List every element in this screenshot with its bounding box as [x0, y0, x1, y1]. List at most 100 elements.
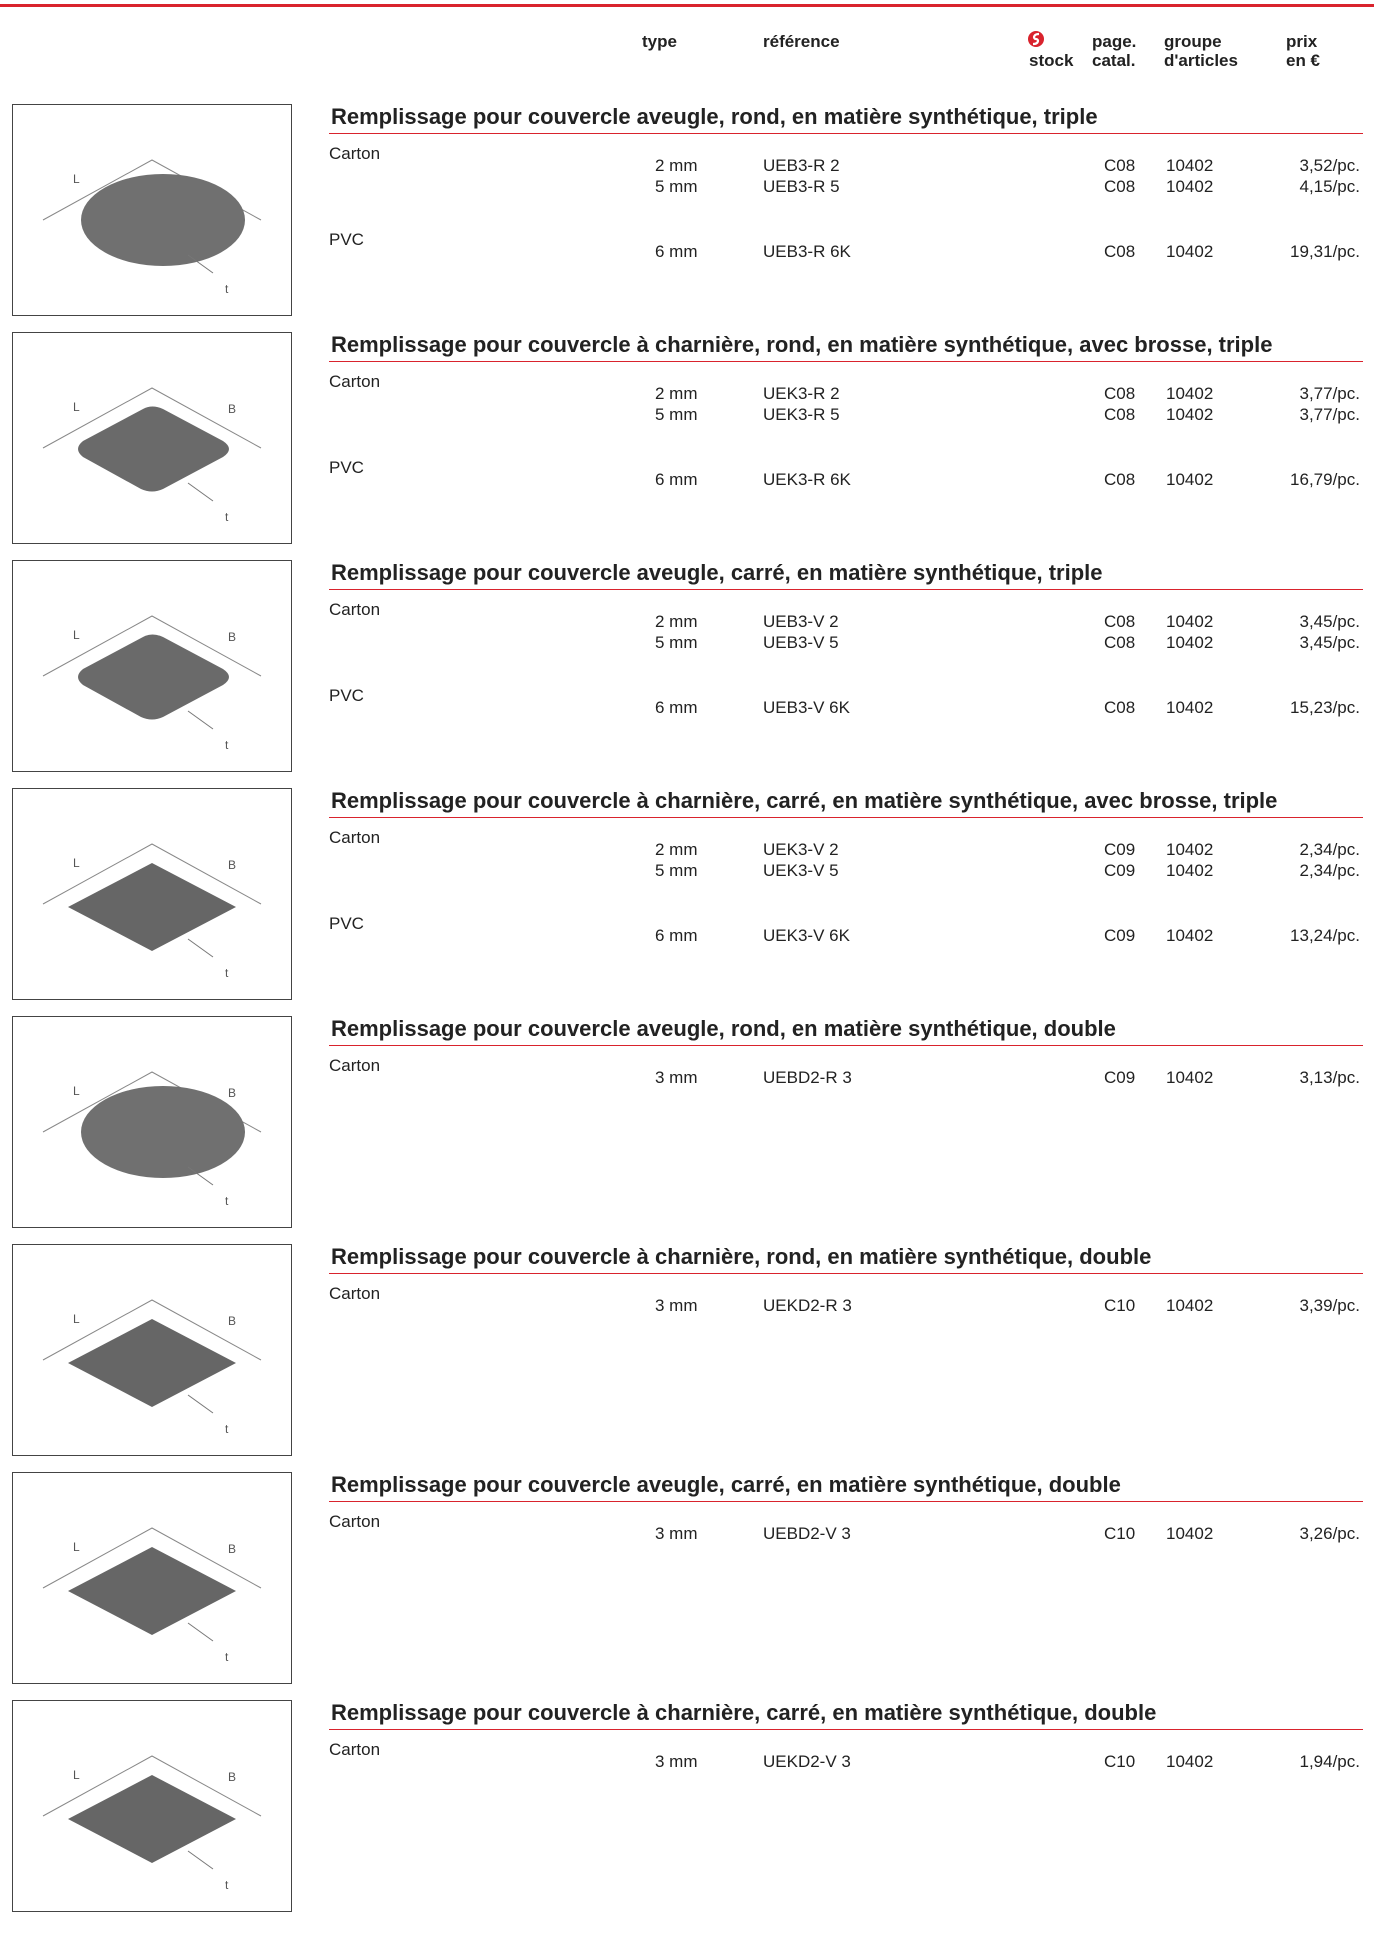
leader	[187, 254, 214, 274]
title-rule	[329, 1273, 1363, 1274]
figure: L Bt	[42, 1527, 262, 1664]
material: Carton	[329, 1740, 381, 1759]
page: C08	[1104, 242, 1136, 261]
leader	[187, 482, 214, 502]
leader	[187, 938, 214, 958]
title-rule	[329, 1045, 1363, 1046]
shape	[81, 1086, 245, 1178]
col-group-2: d'articles	[1164, 51, 1238, 70]
reference: UEB3-V 5	[763, 633, 839, 652]
group: 10402	[1166, 384, 1214, 403]
price: 3,45/pc.	[1299, 633, 1361, 652]
material: Carton	[329, 372, 381, 391]
reference: UEB3-V 2	[763, 612, 839, 631]
figure-label: B	[228, 1542, 236, 1556]
page: C08	[1104, 470, 1136, 489]
page: C09	[1104, 926, 1136, 945]
reference: UEB3-R 5	[763, 177, 840, 196]
section-title: Remplissage pour couvercle à charnière, …	[331, 332, 1273, 357]
type: 6 mm	[655, 926, 698, 945]
figure-label: t	[225, 1650, 229, 1664]
page: C08	[1104, 177, 1136, 196]
page: C09	[1104, 840, 1136, 859]
shape	[81, 174, 245, 266]
section-title: Remplissage pour couvercle à charnière, …	[331, 1244, 1152, 1269]
section-title: Remplissage pour couvercle aveugle, carr…	[331, 1472, 1121, 1497]
reference: UEK3-V 5	[763, 861, 839, 880]
price: 3,13/pc.	[1299, 1068, 1361, 1087]
type: 5 mm	[655, 633, 698, 652]
figure-label: B	[228, 630, 236, 644]
figure: L Bt	[42, 1299, 262, 1436]
figure-label: L	[73, 1768, 80, 1782]
shape	[68, 1775, 236, 1863]
type: 6 mm	[655, 698, 698, 717]
figure-label: t	[225, 1878, 229, 1892]
figure: Lt	[42, 159, 262, 296]
reference: UEK3-R 5	[763, 405, 840, 424]
price: 19,31/pc.	[1290, 242, 1360, 261]
title-rule	[329, 817, 1363, 818]
leader	[187, 1622, 214, 1642]
group: 10402	[1166, 1524, 1214, 1543]
leader	[187, 1394, 214, 1414]
figure-label: t	[225, 1194, 229, 1208]
reference: UEK3-R 2	[763, 384, 840, 403]
figure-label: B	[228, 1086, 236, 1100]
type: 6 mm	[655, 470, 698, 489]
page: C10	[1104, 1296, 1136, 1315]
page: C08	[1104, 405, 1136, 424]
dim-line	[42, 1527, 262, 1589]
reference: UEB3-V 6K	[763, 698, 850, 717]
shape	[68, 1319, 236, 1407]
figure-label: B	[228, 1314, 236, 1328]
page: C09	[1104, 1068, 1136, 1087]
group: 10402	[1166, 612, 1214, 631]
price: 16,79/pc.	[1290, 470, 1360, 489]
material: PVC	[329, 230, 364, 249]
top-rule	[0, 4, 1374, 7]
reference: UEK3-V 2	[763, 840, 839, 859]
dim-line	[42, 843, 262, 905]
material: Carton	[329, 1512, 381, 1531]
figure-label: L	[73, 628, 80, 642]
type: 3 mm	[655, 1296, 698, 1315]
shape	[78, 634, 229, 720]
group: 10402	[1166, 926, 1214, 945]
figure-label: B	[228, 402, 236, 416]
figure-label: B	[228, 858, 236, 872]
leader	[187, 1166, 214, 1186]
page: C08	[1104, 633, 1136, 652]
group: 10402	[1166, 840, 1214, 859]
figure: L Bt	[42, 843, 262, 980]
figure-label: L	[73, 172, 80, 186]
material: PVC	[329, 686, 364, 705]
figure: L Bt	[42, 387, 262, 524]
material: Carton	[329, 144, 381, 163]
leader	[187, 710, 214, 730]
group: 10402	[1166, 698, 1214, 717]
section-title: Remplissage pour couvercle aveugle, carr…	[331, 560, 1103, 585]
figure-label: t	[225, 1422, 229, 1436]
stock-logo	[1028, 31, 1044, 47]
col-type: type	[642, 32, 677, 51]
figure-label: t	[225, 738, 229, 752]
col-price-2: en €	[1286, 51, 1321, 70]
page: C09	[1104, 861, 1136, 880]
page: C08	[1104, 612, 1136, 631]
group: 10402	[1166, 405, 1214, 424]
figure: L Bt	[42, 1071, 262, 1208]
price: 3,52/pc.	[1299, 156, 1361, 175]
price: 4,15/pc.	[1299, 177, 1361, 196]
group: 10402	[1166, 470, 1214, 489]
figure-label: L	[73, 1312, 80, 1326]
title-rule	[329, 589, 1363, 590]
price: 3,26/pc.	[1299, 1524, 1361, 1543]
